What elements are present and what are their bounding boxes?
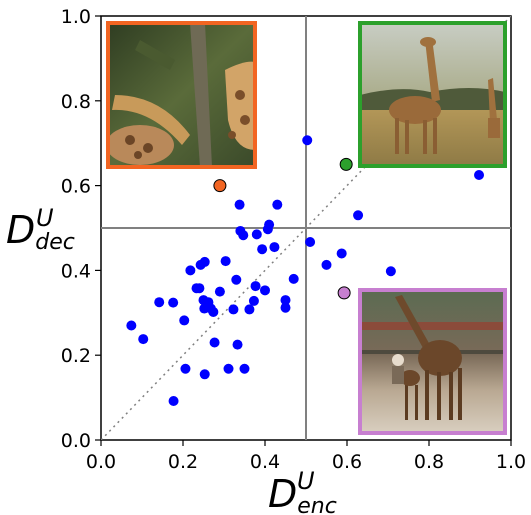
data-point-9	[194, 283, 205, 294]
data-point-48	[474, 170, 485, 180]
data-point-28	[239, 363, 250, 374]
x-tick-label-5: 1.0	[496, 451, 526, 473]
x-tick-label-3: 0.6	[332, 451, 362, 473]
data-point-40	[280, 302, 291, 313]
giraffe-closeup-thumbnail	[106, 21, 257, 169]
data-point-0	[126, 320, 137, 331]
data-point-30	[248, 295, 259, 306]
data-point-34	[260, 285, 270, 296]
data-point-36	[264, 219, 275, 230]
y-tick-label-5: 1.0	[61, 6, 91, 28]
y-axis-title-sub: dec	[35, 230, 75, 255]
x-tick-label-0: 0.0	[86, 451, 116, 473]
data-point-43	[305, 236, 316, 247]
data-point-17	[208, 306, 219, 317]
data-point-19	[214, 286, 225, 297]
data-point-13	[199, 256, 210, 267]
x-axis-title-sub: enc	[297, 494, 337, 515]
data-point-39	[280, 295, 291, 306]
y-axis-ticks: 0.0 0.2 0.4 0.6 0.8 1.0	[61, 6, 101, 452]
data-point-7	[185, 265, 196, 276]
data-point-23	[231, 274, 242, 285]
y-tick-label-4: 0.8	[61, 91, 91, 113]
data-point-6	[180, 363, 191, 374]
data-point-41	[288, 273, 299, 284]
data-point-14	[199, 369, 210, 380]
highlighted-point-1	[339, 157, 353, 171]
giraffe-zoo-thumbnail	[358, 288, 507, 435]
x-axis-title: Denc	[268, 472, 337, 515]
giraffes-savanna-thumbnail	[358, 21, 507, 168]
data-point-3	[168, 297, 179, 308]
y-tick-label-0: 0.0	[61, 430, 91, 452]
data-point-22	[228, 304, 239, 315]
data-point-18	[209, 337, 220, 348]
data-point-42	[302, 135, 313, 146]
data-point-21	[223, 363, 234, 374]
data-point-45	[336, 248, 347, 259]
data-point-27	[238, 230, 249, 241]
data-point-1	[138, 334, 149, 345]
highlighted-point-2	[337, 286, 351, 300]
x-tick-label-4: 0.8	[414, 451, 444, 473]
y-axis-title: Ddec	[6, 208, 75, 255]
scatter-points	[126, 135, 485, 406]
data-point-31	[250, 281, 261, 292]
y-tick-label-1: 0.2	[61, 345, 91, 367]
reference-lines	[101, 16, 511, 440]
y-tick-label-3: 0.6	[61, 176, 91, 198]
data-point-44	[321, 259, 332, 270]
data-point-29	[244, 304, 255, 315]
x-tick-label-2: 0.4	[250, 451, 280, 473]
data-point-4	[168, 395, 179, 406]
data-point-46	[353, 210, 364, 221]
highlighted-point-0	[213, 179, 227, 193]
y-tick-label-2: 0.4	[61, 260, 91, 282]
data-point-32	[251, 229, 262, 240]
y-axis-title-sup: U	[36, 204, 54, 232]
x-axis-ticks: 0.0 0.2 0.4 0.6 0.8 1.0	[86, 440, 526, 473]
data-point-25	[234, 199, 245, 210]
x-tick-label-1: 0.2	[168, 451, 198, 473]
y-axis-title-main: D	[6, 208, 35, 252]
data-point-24	[232, 339, 243, 350]
data-point-33	[257, 244, 268, 255]
x-axis-title-main: D	[268, 472, 297, 515]
highlighted-points	[213, 157, 353, 300]
data-point-20	[220, 256, 231, 267]
data-point-5	[179, 315, 190, 326]
data-point-38	[272, 199, 283, 210]
data-point-47	[385, 266, 396, 277]
diagonal-reference-line	[101, 16, 511, 440]
data-point-37	[269, 242, 280, 253]
x-axis-title-sup: U	[297, 467, 315, 495]
data-point-2	[154, 297, 165, 308]
